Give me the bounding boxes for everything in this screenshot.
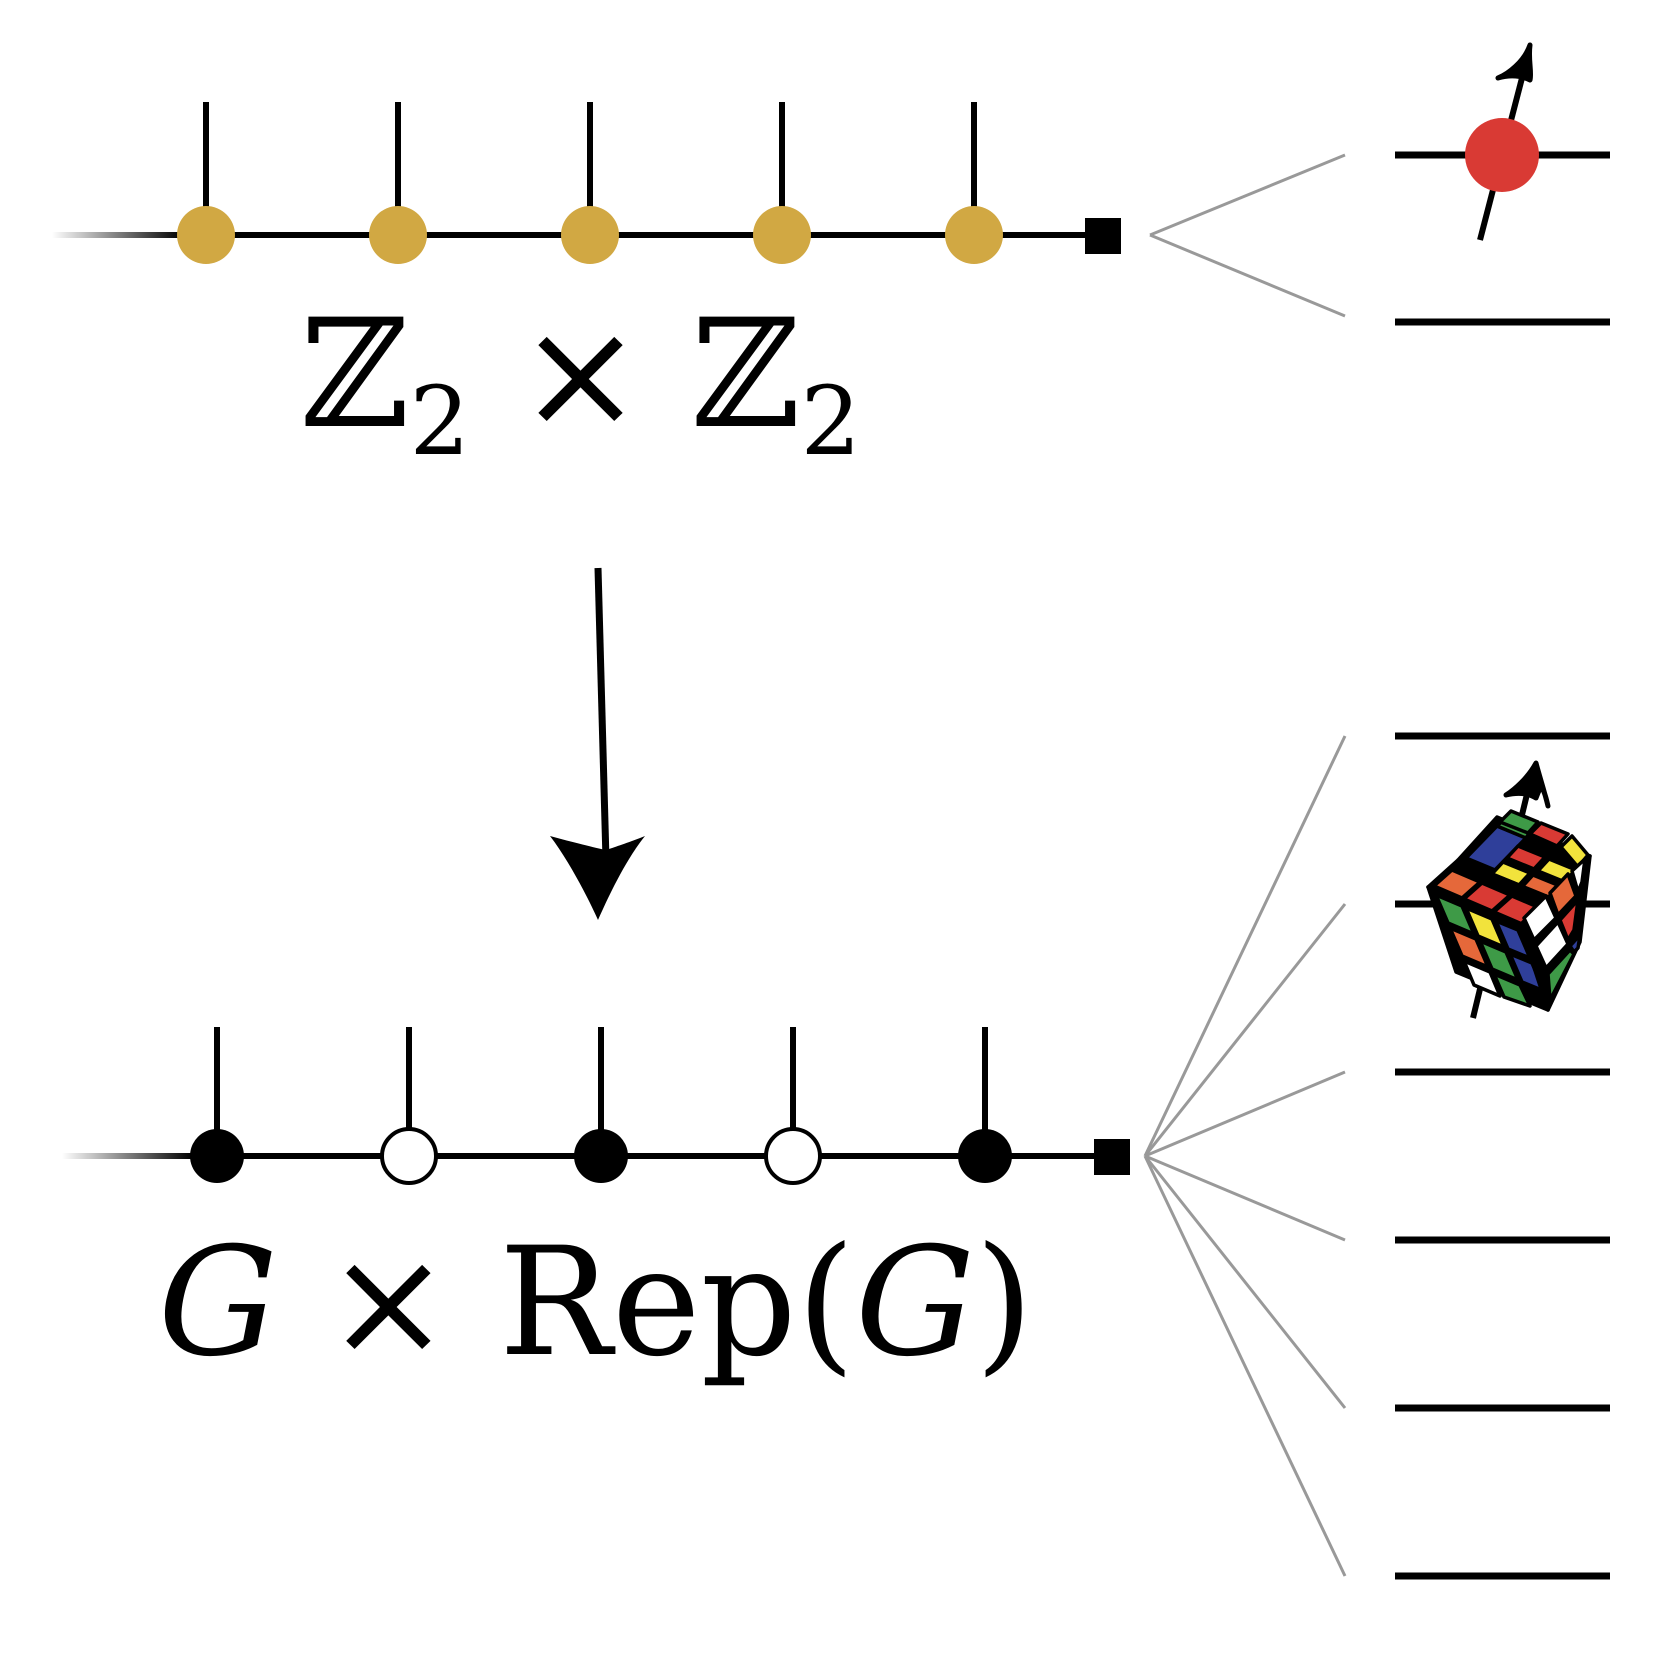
rep-text: Rep [498,1216,797,1390]
symbol-z: ℤ [300,288,410,462]
bottom-site-open [380,1127,438,1185]
spin-arrow-icon [1465,42,1539,241]
bottom-chain [62,1027,1130,1185]
bottom-chain-fade-edge [62,1153,192,1159]
bottom-fan [1143,735,1347,1577]
bottom-site-filled [190,1129,244,1183]
down-arrow-icon [550,567,645,920]
top-chain-fade-edge [52,232,182,238]
bottom-fan-line [1143,1155,1347,1577]
top-fan-line [1149,153,1346,237]
subscript: 2 [800,367,861,477]
symbol-g: G [158,1216,278,1390]
bottom-chain-end-square [1094,1139,1130,1175]
bottom-site-filled [574,1129,628,1183]
bottom-fan-line [1143,735,1347,1157]
top-chain-symmetry-label: ℤ2 × ℤ2 [300,300,861,470]
bottom-fan-line [1144,1154,1346,1242]
top-chain-end-square [1085,218,1121,254]
top-site-filled [753,206,811,264]
subscript: 2 [409,367,470,477]
bottom-fan-line [1144,1070,1346,1158]
open-paren: ( [796,1216,856,1390]
bottom-chain-symmetry-label: G × Rep(G) [158,1228,1034,1378]
times-symbol: × [325,1216,452,1390]
spin-ball [1465,118,1539,192]
bottom-fan-line [1143,1155,1347,1409]
top-chain [52,102,1121,264]
rubiks-cube-icon [1426,809,1592,1012]
times-symbol: × [517,288,644,462]
top-site-filled [561,206,619,264]
bottom-site-filled [958,1129,1012,1183]
top-fan [1149,153,1346,318]
top-site-filled [945,206,1003,264]
top-fan-line [1149,233,1346,318]
top-site-filled [177,206,235,264]
close-paren: ) [974,1216,1034,1390]
symbol-z: ℤ [691,288,801,462]
bottom-site-open [764,1127,822,1185]
symbol-g: G [855,1216,975,1390]
bottom-fan-line [1143,903,1347,1157]
top-site-filled [369,206,427,264]
